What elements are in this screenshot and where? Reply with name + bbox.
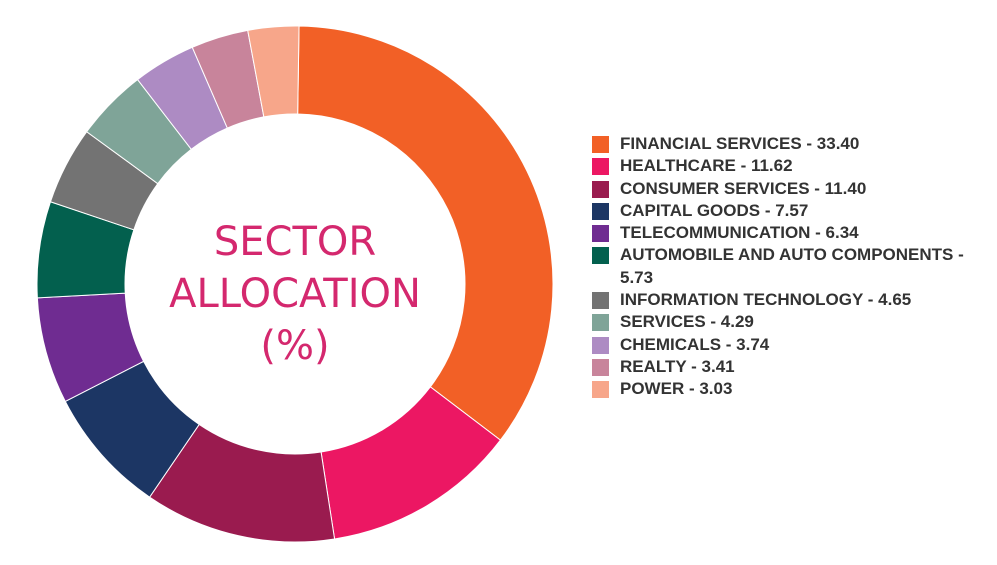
- legend-swatch: [592, 136, 609, 153]
- donut-slices: [36, 25, 554, 543]
- legend-label: TELECOMMUNICATION - 6.34: [620, 223, 859, 243]
- legend-swatch: [592, 225, 609, 243]
- center-title-line-3: (%): [260, 323, 330, 369]
- center-title-line-2: ALLOCATION: [169, 271, 421, 317]
- legend-swatch: [592, 247, 609, 265]
- legend-swatch: [592, 202, 609, 220]
- legend-item-4: TELECOMMUNICATION - 6.34: [592, 222, 992, 244]
- legend-label: FINANCIAL SERVICES - 33.40: [620, 134, 860, 153]
- donut-chart: [36, 25, 554, 543]
- slice-0: [297, 25, 554, 441]
- legend-swatch: [592, 336, 609, 354]
- legend-item-1: HEALTHCARE - 11.62: [592, 155, 992, 177]
- legend-label: CONSUMER SERVICES - 11.40: [620, 178, 867, 198]
- legend-label: POWER - 3.03: [620, 379, 733, 399]
- legend-label: HEALTHCARE - 11.62: [620, 156, 793, 176]
- legend-swatch: [592, 381, 609, 399]
- legend-item-2: CONSUMER SERVICES - 11.40: [592, 178, 992, 200]
- legend: FINANCIAL SERVICES - 33.40 HEALTHCARE - 1…: [592, 133, 992, 401]
- legend-swatch: [592, 158, 609, 176]
- legend-swatch: [592, 292, 609, 310]
- legend-item-6: INFORMATION TECHNOLOGY - 4.65: [592, 289, 992, 311]
- legend-swatch: [592, 358, 609, 376]
- legend-swatch: [592, 180, 609, 198]
- legend-item-9: REALTY - 3.41: [592, 356, 992, 378]
- legend-item-0: FINANCIAL SERVICES - 33.40: [592, 133, 992, 155]
- legend-label: CHEMICALS - 3.74: [620, 334, 770, 354]
- legend-item-10: POWER - 3.03: [592, 378, 992, 400]
- legend-label: INFORMATION TECHNOLOGY - 4.65: [620, 290, 912, 310]
- legend-item-3: CAPITAL GOODS - 7.57: [592, 200, 992, 222]
- center-title-line-1: SECTOR: [213, 219, 377, 265]
- slice-10: [247, 25, 300, 118]
- legend-item-8: CHEMICALS - 3.74: [592, 334, 992, 356]
- legend-label: SERVICES - 4.29: [620, 312, 754, 332]
- legend-swatch: [592, 314, 609, 332]
- legend-item-7: SERVICES - 4.29: [592, 311, 992, 333]
- legend-label: CAPITAL GOODS - 7.57: [620, 200, 809, 220]
- legend-label: AUTOMOBILE AND AUTO COMPONENTS - 5.73: [620, 245, 964, 287]
- legend-item-5: AUTOMOBILE AND AUTO COMPONENTS - 5.73: [592, 244, 992, 289]
- legend-label: REALTY - 3.41: [620, 356, 735, 376]
